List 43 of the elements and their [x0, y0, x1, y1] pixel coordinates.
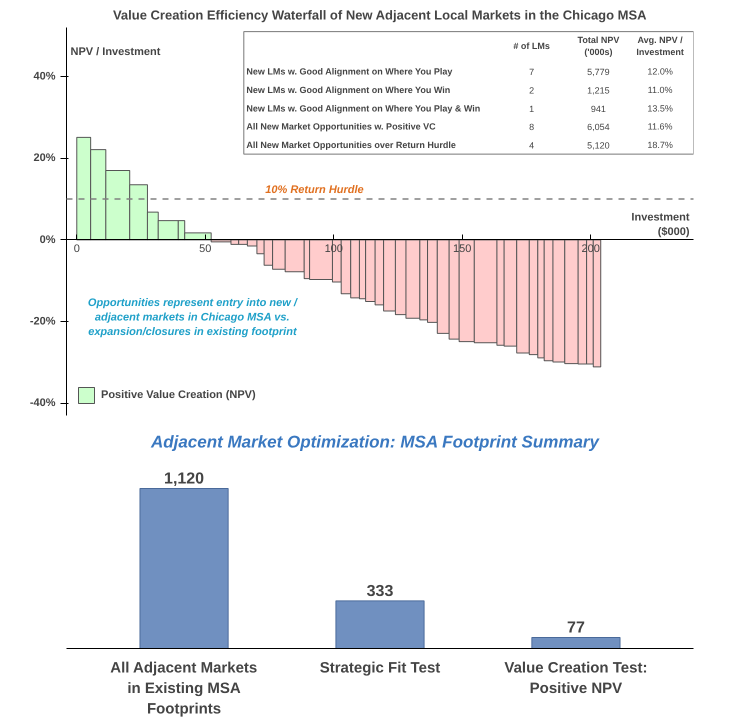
annotation: 13.5%	[647, 103, 673, 114]
data-label: 77	[567, 620, 585, 636]
y-tick-label: 20%	[33, 152, 56, 164]
annotation: Total NPV ('000s)	[578, 34, 620, 57]
annotation: 6,054	[587, 122, 610, 132]
data-label: 1,120	[164, 470, 204, 488]
annotation: 11.6%	[648, 122, 673, 132]
annotation: New LMs w. Good Alignment on Where You Play	[246, 66, 452, 77]
annotation: 7	[529, 67, 534, 78]
annotation: 5,120	[587, 140, 610, 151]
annotation: 18.7%	[647, 140, 673, 150]
annotation: Avg. NPV / Investment	[636, 34, 684, 57]
x-tick-label: All Adjacent Markets in Existing MSA Footprints	[110, 660, 258, 718]
annotation: # of LMs	[513, 40, 550, 51]
annotation: 941	[590, 104, 606, 114]
chart-title: Value Creation Efficiency Waterfall of New Adjacent Local Markets in the Chicago MSA	[112, 8, 648, 22]
x-tick-label: Strategic Fit Test	[320, 660, 440, 676]
annotation: 1	[529, 104, 534, 114]
x-tick-label: 0	[74, 242, 80, 255]
y-tick-label: 40%	[33, 70, 56, 83]
y-axis-title: NPV / Investment	[70, 46, 161, 58]
x-tick-label: Value Creation Test: Positive NPV	[504, 660, 648, 697]
annotation: New LMs w. Good Alignment on Where You Play & Win	[246, 103, 480, 114]
y-tick-label: -40%	[30, 397, 56, 410]
annotation: Opportunities represent entry into new / adjacent markets in Chicago MSA vs. expansion/closures in existing footprint	[88, 297, 299, 338]
x-tick-label: 50	[199, 242, 212, 255]
ref-line-label: 10% Return Hurdle	[265, 184, 364, 196]
y-tick-label: -20%	[30, 316, 56, 328]
annotation: 2	[529, 85, 534, 96]
annotation: 5,779	[587, 67, 610, 78]
chart-title: Adjacent Market Optimization: MSA Footprint Summary	[150, 432, 601, 452]
annotation: 1,215	[587, 85, 610, 96]
annotation: 4	[529, 140, 534, 151]
annotation: 12.0%	[647, 66, 673, 77]
annotation: New LMs w. Good Alignment on Where You Win	[246, 84, 450, 95]
data-label: 333	[366, 582, 394, 600]
annotation: 8	[529, 122, 534, 132]
annotation: All New Market Opportunities over Return Hurdle	[246, 140, 456, 150]
y-tick-label: 0%	[40, 234, 56, 246]
annotation: 11.0%	[648, 84, 673, 95]
annotation: All New Market Opportunities w. Positive VC	[246, 122, 436, 132]
legend-label: Positive Value Creation (NPV)	[101, 389, 256, 401]
x-axis-title: Investment ($000)	[631, 211, 690, 238]
